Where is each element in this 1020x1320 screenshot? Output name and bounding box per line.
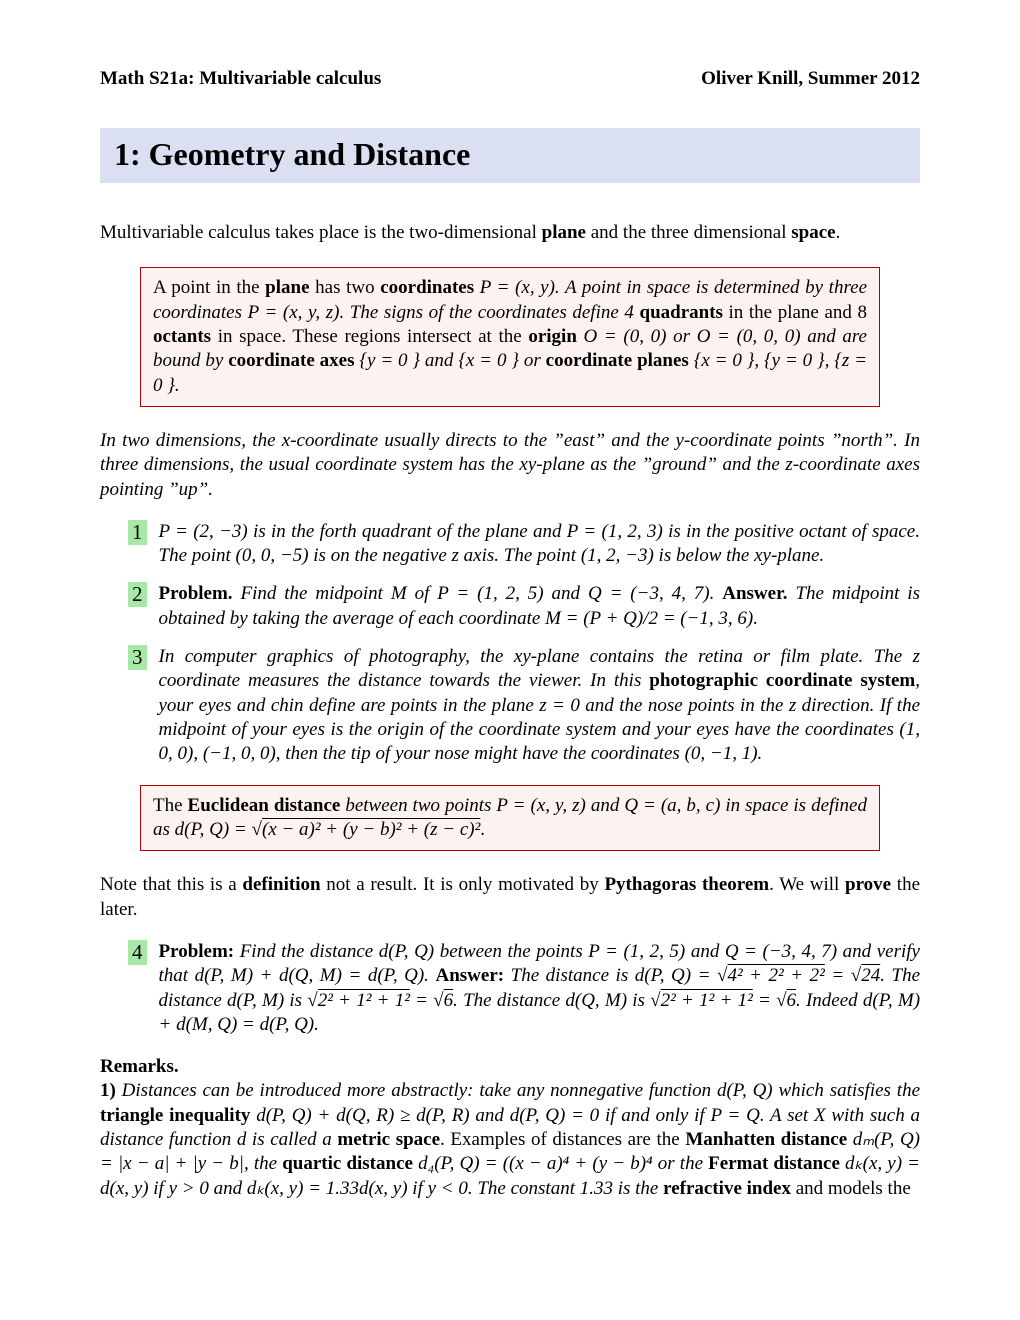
text: A point in the [153, 277, 265, 298]
term: Pythagoras theorem [604, 874, 769, 895]
text: not a result. It is only motivated by [321, 874, 605, 895]
text: . We will [769, 874, 845, 895]
text: = √ [753, 990, 787, 1011]
term: octants [153, 326, 211, 347]
sqrt-expr: 2² + 1² + 1² [318, 990, 410, 1011]
sqrt-expr: 4² + 2² + 2² [727, 965, 824, 986]
text: and the three dimensional [586, 222, 791, 243]
remarks-heading: Remarks. [100, 1055, 920, 1079]
list-item: 3 In computer graphics of photography, t… [128, 645, 920, 767]
term: coordinate planes [546, 350, 689, 371]
item-content: In computer graphics of photography, the… [159, 645, 921, 767]
label-answer: Answer. [722, 583, 787, 604]
definition-box-distance: The Euclidean distance between two point… [140, 785, 880, 852]
list-item: 1 P = (2, −3) is in the forth quadrant o… [128, 520, 920, 569]
remark-number: 1) [100, 1080, 116, 1101]
header-right: Oliver Knill, Summer 2012 [701, 68, 920, 90]
text: The [153, 795, 188, 816]
term-space: space [791, 222, 835, 243]
term: refractive index [663, 1178, 791, 1199]
term: Fermat distance [708, 1153, 840, 1174]
section-title: 1: Geometry and Distance [100, 128, 920, 183]
sqrt-expr: 6 [787, 990, 797, 1011]
term: coordinate axes [228, 350, 354, 371]
paragraph: In two dimensions, the x-coordinate usua… [100, 429, 920, 502]
sqrt-expr: (x − a)² + (y − b)² + (z − c)² [262, 819, 480, 840]
text: . [480, 819, 485, 840]
term: quartic distance [282, 1153, 413, 1174]
header-left: Math S21a: Multivariable calculus [100, 68, 381, 90]
text: has two [310, 277, 381, 298]
item-content: P = (2, −3) is in the forth quadrant of … [159, 520, 921, 569]
text: Note that this is a [100, 874, 242, 895]
item-number-badge: 1 [128, 520, 147, 545]
page-header: Math S21a: Multivariable calculus Oliver… [100, 68, 920, 90]
term: origin [528, 326, 577, 347]
text: Find the midpoint M of P = (1, 2, 5) and… [233, 583, 723, 604]
term: photographic coordinate system [649, 670, 915, 691]
remarks-section: Remarks. 1) Distances can be introduced … [100, 1055, 920, 1201]
text: . [836, 222, 841, 243]
text: Distances can be introduced more abstrac… [116, 1080, 920, 1101]
label-problem: Problem. [159, 583, 233, 604]
text: The distance is d(P, Q) = √ [504, 965, 727, 986]
term: plane [265, 277, 309, 298]
sqrt-expr: 2² + 1² + 1² [661, 990, 753, 1011]
text: in the plane and 8 [723, 302, 867, 323]
term-plane: plane [542, 222, 586, 243]
text: Multivariable calculus takes place is th… [100, 222, 542, 243]
paragraph: Note that this is a definition not a res… [100, 873, 920, 922]
sqrt-expr: 6 [444, 990, 454, 1011]
term: triangle inequality [100, 1105, 250, 1126]
item-number-badge: 3 [128, 645, 147, 670]
label-problem: Problem: [159, 941, 235, 962]
definition-box-coordinates: A point in the plane has two coordinates… [140, 267, 880, 407]
text: and models the [791, 1178, 911, 1199]
term: metric space [337, 1129, 440, 1150]
item-content: Problem: Find the distance d(P, Q) betwe… [159, 940, 921, 1037]
numbered-list: 4 Problem: Find the distance d(P, Q) bet… [128, 940, 920, 1037]
text: {y = 0 } and {x = 0 } or [355, 350, 546, 371]
term: prove [845, 874, 891, 895]
text: In two dimensions, the x-coordinate usua… [100, 430, 920, 500]
term: Manhatten distance [685, 1129, 847, 1150]
term: definition [242, 874, 320, 895]
item-number-badge: 4 [128, 940, 147, 965]
sqrt-expr: 24 [861, 965, 880, 986]
term: coordinates [380, 277, 474, 298]
text: = √ [825, 965, 861, 986]
list-item: 2 Problem. Find the midpoint M of P = (1… [128, 582, 920, 631]
intro-paragraph: Multivariable calculus takes place is th… [100, 221, 920, 245]
text: d₄(P, Q) = ((x − a)⁴ + (y − b)⁴ or the [413, 1153, 708, 1174]
text: . The distance d(Q, M) is √ [453, 990, 661, 1011]
term: Euclidean distance [188, 795, 341, 816]
list-item: 4 Problem: Find the distance d(P, Q) bet… [128, 940, 920, 1037]
term: quadrants [640, 302, 723, 323]
item-number-badge: 2 [128, 582, 147, 607]
numbered-list: 1 P = (2, −3) is in the forth quadrant o… [128, 520, 920, 767]
label-answer: Answer: [435, 965, 504, 986]
text: = √ [410, 990, 444, 1011]
document-page: Math S21a: Multivariable calculus Oliver… [0, 0, 1020, 1320]
text: in space. These regions intersect at the [211, 326, 528, 347]
text: . Examples of distances are the [440, 1129, 685, 1150]
item-content: Problem. Find the midpoint M of P = (1, … [159, 582, 921, 631]
